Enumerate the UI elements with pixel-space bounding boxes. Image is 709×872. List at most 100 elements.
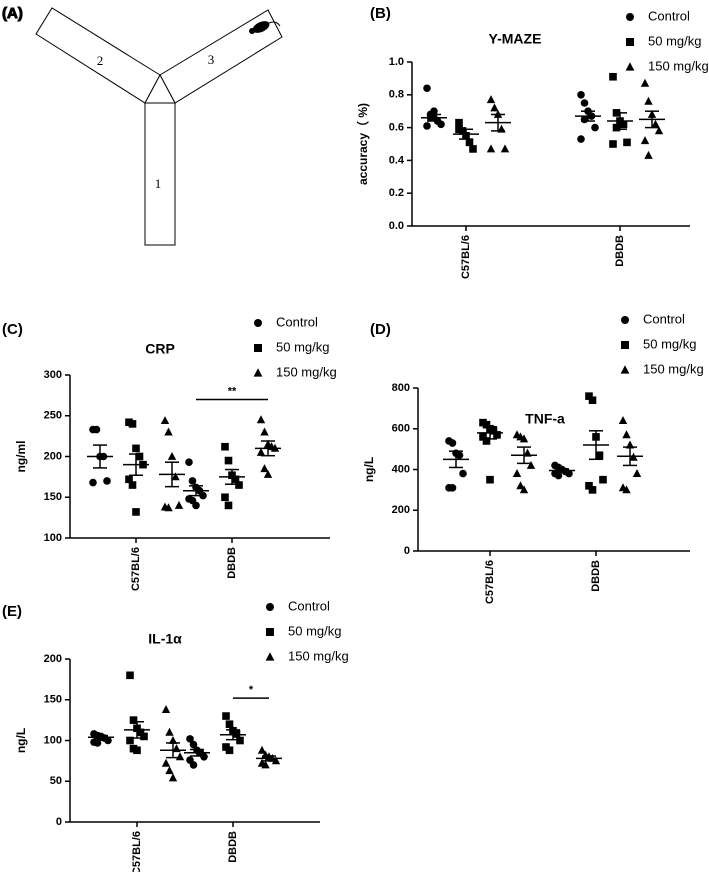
data-point [644, 96, 653, 105]
data-point [185, 458, 193, 467]
data-point [595, 451, 604, 460]
data-point [519, 485, 529, 494]
y-tick-label: 0.0 [389, 220, 404, 232]
legend-label: 150 mg/kg [276, 364, 337, 379]
y-tick-label: 50 [50, 775, 62, 787]
arm-label: 3 [208, 52, 215, 67]
data-point [225, 720, 234, 728]
data-point [222, 712, 230, 720]
data-point [612, 123, 621, 132]
y-tick-label: 150 [44, 694, 62, 706]
data-point [231, 475, 240, 484]
y-axis-label: ng/L [362, 457, 376, 482]
panel-label: (A) [2, 5, 23, 22]
data-point [160, 416, 170, 425]
data-point [455, 451, 464, 460]
x-tick-label: C57BL/6 [130, 547, 142, 591]
data-point [585, 482, 593, 490]
data-point [128, 420, 137, 428]
data-point [651, 119, 660, 128]
legend-label: 50 mg/kg [288, 623, 341, 638]
data-point [188, 477, 197, 485]
data-point [256, 447, 266, 456]
legend-label: 150 mg/kg [643, 361, 704, 376]
chart-title: TNF-a [525, 411, 565, 427]
data-point [225, 746, 234, 755]
data-point [482, 437, 491, 445]
data-point [164, 427, 173, 436]
data-point [221, 493, 229, 502]
y-tick-label: 100 [44, 532, 62, 544]
legend-marker [254, 319, 262, 327]
data-point [168, 773, 178, 782]
data-point [232, 730, 241, 738]
data-point [236, 736, 244, 745]
data-point [165, 766, 174, 775]
data-point [128, 481, 137, 489]
data-point [132, 508, 140, 516]
data-point [189, 761, 198, 769]
data-point [136, 728, 145, 737]
data-point [168, 735, 178, 744]
data-point [260, 427, 269, 436]
x-tick-label: DBDB [614, 235, 626, 267]
data-point [261, 760, 270, 769]
data-point [486, 475, 494, 484]
data-point [465, 138, 474, 147]
panel-label: (D) [370, 321, 391, 338]
legend-label: Control [643, 311, 685, 326]
y-axis-label: ng/ml [14, 441, 28, 473]
data-point [103, 477, 111, 485]
data-point [126, 736, 134, 745]
data-point [482, 420, 491, 429]
data-point [186, 735, 194, 743]
data-point [486, 95, 496, 104]
data-point [516, 481, 525, 490]
data-point [257, 745, 267, 754]
legend-marker [254, 344, 262, 352]
data-point [448, 484, 457, 492]
legend-label: Control [288, 598, 330, 613]
legend-label: 50 mg/kg [648, 33, 701, 48]
y-tick-label: 200 [392, 504, 410, 516]
data-point [221, 442, 229, 451]
data-point [500, 144, 510, 153]
data-point [618, 416, 628, 425]
data-point [622, 485, 631, 494]
x-tick-label: DBDB [590, 560, 602, 592]
data-point [165, 727, 174, 736]
data-point [224, 456, 233, 465]
y-tick-label: 0.6 [389, 122, 404, 134]
data-point [591, 123, 599, 132]
data-point [140, 732, 148, 741]
data-point [448, 439, 457, 447]
data-point [126, 671, 134, 680]
chart-title: Y-MAZE [489, 31, 542, 47]
x-tick-label: C57BL/6 [484, 560, 496, 604]
data-point [619, 120, 628, 129]
x-tick-label: C57BL/6 [131, 831, 143, 872]
legend-marker [253, 368, 263, 377]
data-point [519, 434, 529, 443]
data-point [493, 431, 501, 439]
y-tick-label: 250 [44, 410, 62, 422]
data-point [164, 503, 173, 512]
data-point [132, 444, 140, 453]
y-tick-label: 300 [44, 369, 62, 381]
legend-marker [625, 62, 635, 71]
y-tick-label: 0.2 [389, 187, 404, 199]
data-point [200, 753, 208, 761]
data-point [455, 118, 463, 127]
data-point [644, 150, 653, 159]
data-point [609, 140, 617, 148]
data-point [489, 426, 498, 435]
significance-label: ** [228, 385, 237, 397]
y-axis-label: ng/L [14, 728, 28, 753]
data-point [469, 145, 477, 153]
data-point [167, 451, 177, 460]
data-point [654, 126, 664, 135]
legend-marker [626, 38, 634, 46]
chart-panel: (D) TNF-a ng/L 0 200 400 600 800 C57BL/6 DBDB Cont… [362, 311, 704, 604]
legend-label: 50 mg/kg [643, 336, 696, 351]
